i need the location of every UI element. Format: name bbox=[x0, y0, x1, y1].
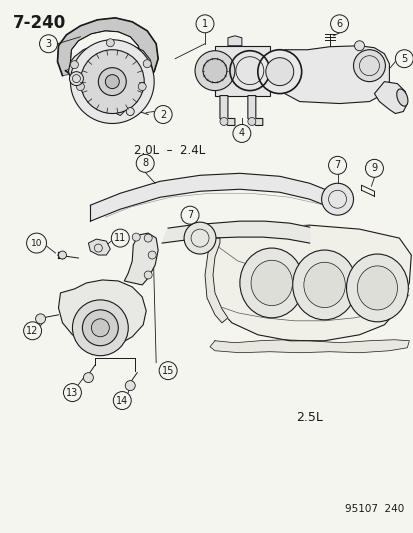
Circle shape bbox=[76, 83, 84, 91]
Circle shape bbox=[70, 61, 78, 69]
Polygon shape bbox=[162, 221, 309, 243]
Polygon shape bbox=[88, 239, 110, 255]
Polygon shape bbox=[207, 225, 411, 341]
Text: 13: 13 bbox=[66, 387, 78, 398]
Text: 7: 7 bbox=[187, 210, 193, 220]
Circle shape bbox=[91, 319, 109, 337]
Text: 4: 4 bbox=[238, 128, 244, 139]
Circle shape bbox=[196, 15, 214, 33]
Ellipse shape bbox=[292, 250, 356, 320]
Circle shape bbox=[247, 117, 255, 125]
Polygon shape bbox=[284, 46, 389, 103]
Circle shape bbox=[219, 117, 228, 125]
Circle shape bbox=[138, 83, 146, 91]
Circle shape bbox=[125, 381, 135, 391]
Polygon shape bbox=[116, 103, 124, 116]
Circle shape bbox=[353, 50, 385, 82]
Ellipse shape bbox=[239, 248, 303, 318]
Circle shape bbox=[132, 233, 140, 241]
Circle shape bbox=[184, 222, 216, 254]
Circle shape bbox=[257, 50, 301, 94]
Text: 2: 2 bbox=[160, 109, 166, 119]
Text: 1: 1 bbox=[202, 19, 208, 29]
Circle shape bbox=[63, 384, 81, 401]
Circle shape bbox=[82, 310, 118, 346]
Circle shape bbox=[70, 40, 154, 124]
Polygon shape bbox=[204, 238, 228, 323]
Polygon shape bbox=[214, 46, 269, 95]
Circle shape bbox=[202, 59, 226, 83]
Ellipse shape bbox=[346, 254, 407, 322]
Text: 8: 8 bbox=[142, 158, 148, 168]
Circle shape bbox=[328, 156, 346, 174]
Text: 3: 3 bbox=[45, 39, 52, 49]
Text: 11: 11 bbox=[114, 233, 126, 243]
Circle shape bbox=[69, 71, 83, 86]
Ellipse shape bbox=[356, 266, 396, 310]
Text: 12: 12 bbox=[26, 326, 39, 336]
Ellipse shape bbox=[250, 260, 292, 305]
Circle shape bbox=[105, 75, 119, 88]
Text: 2.0L  –  2.4L: 2.0L – 2.4L bbox=[134, 144, 205, 157]
Circle shape bbox=[354, 41, 363, 51]
Polygon shape bbox=[373, 82, 406, 114]
Circle shape bbox=[58, 251, 66, 259]
Text: 7: 7 bbox=[334, 160, 340, 171]
Circle shape bbox=[148, 251, 156, 259]
Polygon shape bbox=[228, 36, 241, 46]
Circle shape bbox=[144, 271, 152, 279]
Circle shape bbox=[159, 362, 177, 379]
Polygon shape bbox=[57, 18, 158, 88]
Ellipse shape bbox=[303, 262, 344, 308]
Circle shape bbox=[111, 229, 129, 247]
Circle shape bbox=[126, 108, 134, 116]
Circle shape bbox=[136, 155, 154, 172]
Polygon shape bbox=[58, 280, 146, 347]
Text: 15: 15 bbox=[161, 366, 174, 376]
Polygon shape bbox=[219, 95, 234, 125]
Circle shape bbox=[40, 35, 57, 53]
Circle shape bbox=[113, 392, 131, 409]
Polygon shape bbox=[124, 233, 158, 285]
Circle shape bbox=[265, 58, 293, 86]
Circle shape bbox=[365, 159, 382, 177]
Circle shape bbox=[98, 68, 126, 95]
Text: 14: 14 bbox=[116, 395, 128, 406]
Circle shape bbox=[72, 300, 128, 356]
Text: 7-240: 7-240 bbox=[13, 14, 66, 32]
Circle shape bbox=[80, 50, 144, 114]
Circle shape bbox=[24, 322, 41, 340]
Text: 5: 5 bbox=[400, 54, 406, 64]
Circle shape bbox=[154, 106, 172, 124]
Circle shape bbox=[106, 39, 114, 47]
Ellipse shape bbox=[396, 89, 407, 106]
Polygon shape bbox=[209, 340, 408, 353]
Circle shape bbox=[26, 233, 46, 253]
Circle shape bbox=[36, 314, 45, 324]
Circle shape bbox=[330, 15, 348, 33]
Polygon shape bbox=[68, 42, 153, 102]
Circle shape bbox=[233, 125, 250, 142]
Circle shape bbox=[321, 183, 353, 215]
Text: 2.5L: 2.5L bbox=[295, 411, 322, 424]
Text: 9: 9 bbox=[370, 163, 377, 173]
Circle shape bbox=[180, 206, 199, 224]
Circle shape bbox=[83, 373, 93, 383]
Polygon shape bbox=[247, 95, 262, 125]
Text: 10: 10 bbox=[31, 239, 42, 248]
Circle shape bbox=[143, 60, 151, 68]
Circle shape bbox=[394, 50, 412, 68]
Text: 6: 6 bbox=[336, 19, 342, 29]
Text: 95107  240: 95107 240 bbox=[344, 504, 404, 514]
Polygon shape bbox=[90, 173, 329, 221]
Circle shape bbox=[144, 234, 152, 242]
Circle shape bbox=[195, 51, 234, 91]
